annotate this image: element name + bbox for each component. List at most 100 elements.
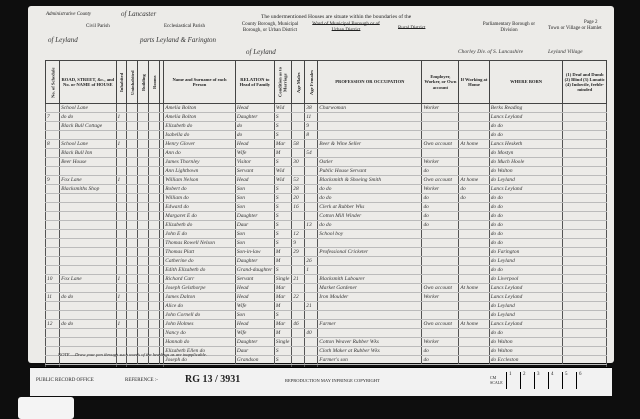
cell-empty <box>158 229 165 239</box>
cell-occ <box>317 310 423 320</box>
cell-m: 46 <box>291 319 306 329</box>
cell-empty <box>562 202 607 212</box>
cell-empty <box>562 184 607 194</box>
cell-empty <box>148 166 160 176</box>
cell-empty <box>158 148 165 158</box>
column-header <box>158 60 165 104</box>
cell-street: Blacksmiths Shop <box>59 184 117 194</box>
cell-empty <box>148 265 160 275</box>
cell-name: Ann Lightbown <box>163 166 236 176</box>
parliamentary-value: Chorley Div. of S. Lancashire <box>458 49 524 55</box>
cell-street: Beer House <box>59 157 117 167</box>
cell-f <box>304 175 319 185</box>
cell-street <box>59 130 117 140</box>
cell-occ: Blacksmith & Shoeing Smith <box>317 175 423 185</box>
cell-cond: Mar <box>273 319 293 329</box>
cell-inh <box>115 238 128 248</box>
cell-f <box>304 193 319 203</box>
cell-emp: do <box>421 220 460 230</box>
cell-f: 8 <box>304 130 319 140</box>
cell-street <box>59 256 117 266</box>
cell-empty <box>126 265 139 275</box>
cell-street: School Lane <box>59 139 117 149</box>
cell-rel: Head <box>234 292 275 302</box>
cell-street <box>59 301 117 311</box>
cell-occ: Professional Cricketer <box>317 247 423 257</box>
reference-number: RG 13 / 3931 <box>185 374 241 385</box>
cell-street <box>59 238 117 248</box>
cell-inh <box>115 247 128 257</box>
cell-occ <box>317 238 423 248</box>
cell-inh <box>115 148 128 158</box>
cell-name: Henry Glover <box>163 139 236 149</box>
cell-emp: do <box>421 166 460 176</box>
cell-born: do do <box>488 328 564 338</box>
cell-empty <box>158 103 165 113</box>
cell-empty <box>148 292 160 302</box>
table-row: Thomas Platt Son-in-law M 29 Professional Cr… <box>44 247 607 257</box>
table-row: 11 do do 1 James Dalton Head Mar 22 Iron Moulde… <box>44 292 607 302</box>
cell-empty <box>137 283 150 293</box>
cell-f <box>304 337 319 347</box>
cell-cond: Mar <box>273 292 293 302</box>
cell-cond: S <box>273 310 293 320</box>
cell-occ: Cloth Maker at Rubber Wks <box>317 346 423 356</box>
cell-name: Edward do <box>163 202 236 212</box>
column-header: No. of Schedule <box>45 60 60 104</box>
cell-empty <box>137 184 150 194</box>
cell-home: At home <box>458 283 490 293</box>
cell-empty <box>126 319 139 329</box>
cell-cond: S <box>273 355 293 365</box>
cell-street <box>59 310 117 320</box>
cell-empty <box>137 337 150 347</box>
cell-name: Elizabeth do <box>163 121 236 131</box>
cell-empty <box>137 130 150 140</box>
cell-emp <box>421 310 460 320</box>
column-header: Inhabited <box>116 60 127 104</box>
cell-empty <box>126 184 139 194</box>
table-row: Edward do Son S 16 Clerk at Rubber Wks do do d… <box>44 202 607 212</box>
cell-m <box>291 301 306 311</box>
cell-born: do Liverpool <box>488 274 564 284</box>
cell-empty <box>126 202 139 212</box>
cell-inh <box>115 328 128 338</box>
cell-inh <box>115 220 128 230</box>
cell-name: Catherine do <box>163 256 236 266</box>
cell-cond: S <box>273 265 293 275</box>
cell-m <box>291 355 306 365</box>
scale-mark: 5 <box>562 372 576 389</box>
cell-born: do Farington <box>488 247 564 257</box>
cell-empty <box>126 175 139 185</box>
cell-empty <box>562 211 607 221</box>
table-row: Alice do Wife M 21 do Leyland <box>44 301 607 311</box>
column-header: Age Females <box>304 60 318 104</box>
cell-f <box>304 202 319 212</box>
cell-name: Joseph Gelsthorpe <box>163 283 236 293</box>
cell-home <box>458 211 490 221</box>
cell-name: James Dalton <box>163 292 236 302</box>
cell-empty <box>562 130 607 140</box>
cell-occ: Farmer's son <box>317 355 423 365</box>
cell-street <box>59 193 117 203</box>
cell-occ: Charwoman <box>317 103 423 113</box>
cell-cond: Single <box>273 274 293 284</box>
cell-street: Fox Lane <box>59 274 117 284</box>
cell-empty <box>158 121 165 131</box>
cell-f <box>304 166 319 176</box>
cell-empty <box>137 265 150 275</box>
cell-home <box>458 130 490 140</box>
cell-empty <box>126 130 139 140</box>
cell-m: 53 <box>291 175 306 185</box>
cell-empty <box>158 238 165 248</box>
cell-f: 40 <box>304 328 319 338</box>
cell-emp <box>421 229 460 239</box>
cell-empty <box>562 355 607 365</box>
cell-f <box>304 274 319 284</box>
cell-inh <box>115 301 128 311</box>
cell-empty <box>158 301 165 311</box>
cell-born: do Much Hoole <box>488 157 564 167</box>
table-row: Black Bull Inn Ann do Wife M 54 do Mostyn <box>44 148 607 158</box>
cell-occ: School boy <box>317 229 423 239</box>
